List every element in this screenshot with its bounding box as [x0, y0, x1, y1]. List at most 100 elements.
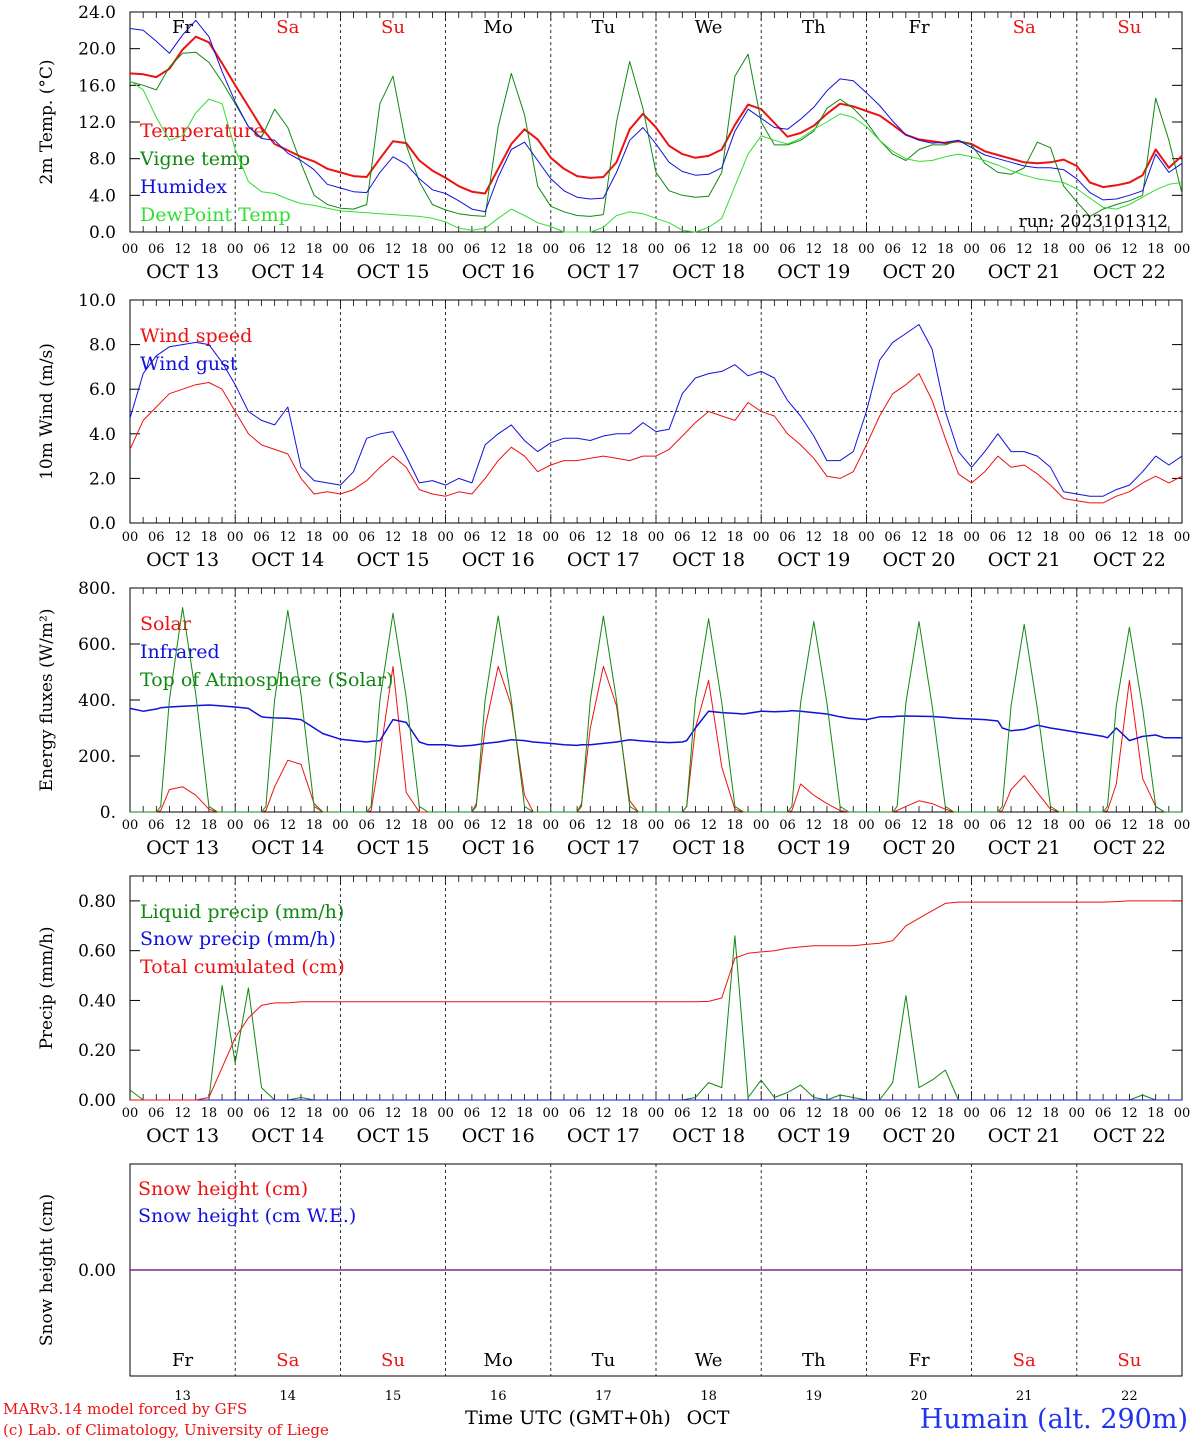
hour-label: 00 — [543, 1106, 560, 1121]
hour-label: 12 — [385, 242, 402, 257]
date-label: OCT 14 — [251, 549, 324, 571]
date-label: OCT 15 — [356, 837, 429, 859]
hour-label: 06 — [148, 242, 165, 257]
hour-label: 00 — [1174, 530, 1191, 545]
series-line-wind-speed — [129, 373, 1183, 504]
hour-label: 18 — [411, 530, 428, 545]
hour-label: 18 — [516, 242, 533, 257]
y-tick-label: 0.0 — [89, 223, 116, 243]
hour-label: 18 — [1042, 242, 1059, 257]
legend-entry: Snow precip (mm/h) — [140, 928, 336, 950]
hour-label: 18 — [832, 530, 849, 545]
date-label: OCT 21 — [988, 549, 1061, 571]
hour-label: 12 — [806, 818, 823, 833]
hour-label: 06 — [358, 530, 375, 545]
y-tick-label: 6.0 — [89, 380, 116, 400]
hour-label: 06 — [464, 818, 481, 833]
hour-label: 06 — [253, 1106, 270, 1121]
hour-label: 06 — [358, 242, 375, 257]
hour-label: 06 — [1095, 1106, 1112, 1121]
hour-label: 18 — [516, 818, 533, 833]
hour-label: 06 — [990, 530, 1007, 545]
copyright-credit: (c) Lab. of Climatology, University of L… — [3, 1421, 329, 1439]
date-label: OCT 19 — [777, 261, 850, 283]
hour-label: 00 — [122, 1106, 139, 1121]
hour-label: 00 — [122, 242, 139, 257]
date-label: OCT 19 — [777, 1125, 850, 1147]
y-tick-label: 0. — [100, 803, 116, 823]
date-label: OCT 13 — [146, 1125, 219, 1147]
hour-label: 06 — [884, 818, 901, 833]
hour-label: 12 — [700, 530, 717, 545]
hour-label: 00 — [963, 818, 980, 833]
hour-label: 18 — [516, 1106, 533, 1121]
hour-label: 12 — [174, 818, 191, 833]
date-label: OCT 14 — [251, 837, 324, 859]
hour-label: 00 — [122, 818, 139, 833]
hour-label: 06 — [253, 530, 270, 545]
day-name: Sa — [1013, 1350, 1036, 1371]
legend-entry: Infrared — [140, 641, 220, 663]
hour-label: 06 — [779, 530, 796, 545]
day-name: Th — [802, 1350, 826, 1371]
hour-label: 00 — [963, 530, 980, 545]
day-name: Th — [802, 17, 826, 38]
hour-label: 06 — [1095, 818, 1112, 833]
hour-label: 12 — [806, 530, 823, 545]
hour-label: 12 — [700, 242, 717, 257]
hour-label: 06 — [1095, 242, 1112, 257]
hour-label: 12 — [806, 242, 823, 257]
hour-label: 18 — [621, 1106, 638, 1121]
date-label: OCT 14 — [251, 1125, 324, 1147]
date-label: OCT 16 — [462, 549, 535, 571]
day-number: 22 — [1121, 1389, 1138, 1404]
hour-label: 18 — [306, 1106, 323, 1121]
hour-label: 18 — [201, 530, 218, 545]
hour-label: 18 — [937, 818, 954, 833]
y-tick-label: 8.0 — [89, 150, 116, 170]
day-number: 13 — [174, 1389, 191, 1404]
date-label: OCT 19 — [777, 549, 850, 571]
hour-label: 18 — [621, 242, 638, 257]
hour-label: 00 — [858, 818, 875, 833]
y-tick-label: 0.80 — [78, 892, 116, 912]
hour-label: 00 — [858, 1106, 875, 1121]
date-label: OCT 20 — [882, 837, 955, 859]
legend-entry: Humidex — [140, 176, 227, 198]
y-tick-label: 600. — [78, 635, 116, 655]
hour-label: 00 — [1174, 1106, 1191, 1121]
hour-label: 12 — [595, 1106, 612, 1121]
date-label: OCT 21 — [988, 261, 1061, 283]
hour-label: 18 — [832, 818, 849, 833]
day-name: Mo — [484, 1350, 513, 1371]
day-number: 19 — [806, 1389, 823, 1404]
y-tick-label: 800. — [78, 579, 116, 599]
date-label: OCT 18 — [672, 261, 745, 283]
hour-label: 12 — [1016, 530, 1033, 545]
hour-label: 18 — [306, 242, 323, 257]
hour-label: 06 — [779, 818, 796, 833]
hour-label: 12 — [595, 242, 612, 257]
date-label: OCT 19 — [777, 837, 850, 859]
hour-label: 18 — [201, 818, 218, 833]
hour-label: 06 — [569, 242, 586, 257]
hour-label: 06 — [990, 818, 1007, 833]
y-tick-label: 16.0 — [78, 76, 116, 96]
hour-label: 12 — [595, 818, 612, 833]
date-label: OCT 15 — [356, 261, 429, 283]
hour-label: 12 — [490, 818, 507, 833]
date-label: OCT 21 — [988, 1125, 1061, 1147]
hour-label: 12 — [174, 530, 191, 545]
hour-label: 18 — [411, 818, 428, 833]
station-label: Humain (alt. 290m) — [920, 1404, 1188, 1435]
hour-label: 06 — [253, 818, 270, 833]
date-label: OCT 17 — [567, 1125, 640, 1147]
date-label: OCT 17 — [567, 549, 640, 571]
hour-label: 18 — [727, 818, 744, 833]
hour-label: 00 — [543, 530, 560, 545]
hour-label: 00 — [122, 530, 139, 545]
hour-label: 06 — [148, 530, 165, 545]
panel-frame-2 — [129, 587, 1183, 813]
hour-label: 06 — [884, 1106, 901, 1121]
